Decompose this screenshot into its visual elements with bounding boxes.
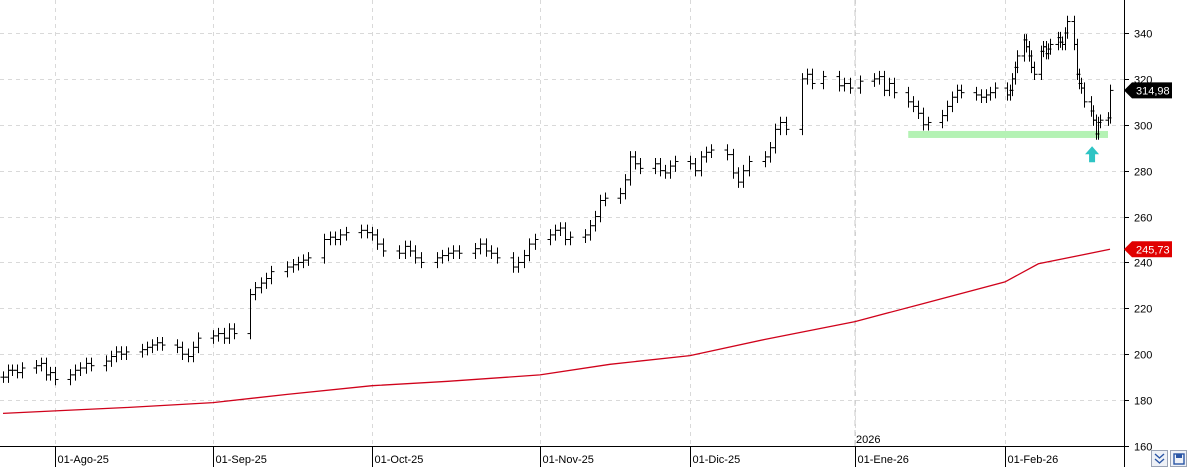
- price-bar: [1081, 82, 1088, 108]
- price-bar: [925, 116, 932, 131]
- price-bar: [783, 116, 790, 136]
- price-bar: [252, 281, 259, 301]
- price-bar: [1107, 84, 1114, 124]
- price-bar: [1064, 15, 1071, 39]
- ma-value-label-text: 245,73: [1136, 244, 1170, 256]
- price-bar: [19, 362, 26, 379]
- y-tick-label: 280: [1134, 167, 1152, 179]
- price-bar: [958, 84, 965, 99]
- price-bar: [567, 231, 574, 246]
- price-bar: [88, 357, 95, 372]
- price-bar: [526, 238, 533, 262]
- price-bars: [0, 15, 1114, 386]
- price-bar: [268, 265, 275, 285]
- y-tick-label: 340: [1134, 29, 1152, 41]
- price-bar: [52, 366, 59, 386]
- price-bar: [488, 245, 495, 260]
- price-bar: [77, 362, 84, 377]
- price-bar: [746, 155, 753, 177]
- ma-line: [2, 248, 1111, 415]
- price-bar: [692, 158, 699, 177]
- last-price-label-box: [1124, 82, 1172, 99]
- price-bar: [159, 337, 166, 351]
- price-bar: [215, 327, 222, 342]
- arrow-shape: [1085, 146, 1100, 163]
- ma-value-label: 245,73: [1124, 241, 1172, 258]
- double-chevron-down-icon[interactable]: [1151, 450, 1168, 467]
- y-tick-label: 300: [1134, 121, 1152, 133]
- price-bar: [847, 77, 854, 94]
- price-bar: [724, 144, 731, 161]
- price-bar: [195, 332, 202, 354]
- price-bar: [305, 252, 312, 266]
- price-bar: [374, 229, 381, 250]
- x-tick-label: 01-Oct-25: [375, 454, 424, 466]
- x-tick-label: 01-Nov-25: [543, 454, 594, 466]
- price-bar: [740, 164, 747, 188]
- x-axis-ticks: 01-Ago-25 01-Sep-25 01-Oct-25 01-Nov-25 01-D…: [55, 446, 1059, 467]
- up-arrow-icon: [1085, 146, 1100, 163]
- price-bar: [992, 82, 999, 99]
- price-bar: [1097, 114, 1104, 129]
- price-bar: [494, 247, 501, 264]
- x-tick-label: 01-Feb-26: [1008, 454, 1059, 466]
- price-bar: [412, 245, 419, 264]
- price-bar: [456, 245, 463, 260]
- y-tick-label: 200: [1134, 350, 1152, 362]
- price-bar: [179, 341, 186, 360]
- x-tick-label: 01-Sep-25: [216, 454, 267, 466]
- support-band: [908, 130, 1108, 138]
- price-bar: [358, 224, 365, 239]
- price-bar: [450, 245, 457, 260]
- price-bar: [1014, 50, 1021, 74]
- y-tick-label: 240: [1134, 258, 1152, 270]
- support-line: [908, 130, 1108, 138]
- last-value-labels: 314,98 245,73: [1124, 82, 1172, 258]
- y-tick-label: 220: [1134, 304, 1152, 316]
- price-bar: [1047, 38, 1054, 55]
- price-bar: [515, 256, 522, 273]
- price-bar: [123, 346, 130, 360]
- price-bar: [820, 70, 827, 90]
- price-bar: [602, 192, 609, 207]
- price-bar: [439, 249, 446, 264]
- price-bar: [1031, 61, 1038, 81]
- y-tick-label: 260: [1134, 213, 1152, 225]
- price-bar: [891, 77, 898, 99]
- price-bar: [343, 226, 350, 241]
- price-bar: [380, 238, 387, 257]
- price-bar: [231, 323, 238, 340]
- price-bar: [809, 68, 816, 90]
- price-bar: [532, 233, 539, 250]
- price-bar: [637, 158, 644, 175]
- last-price-label: 314,98: [1124, 82, 1172, 99]
- ma-value-label-box: [1124, 241, 1172, 258]
- moving-average: [2, 248, 1111, 415]
- price-bar: [708, 144, 715, 159]
- x-tick-label: 01-Ene-26: [858, 454, 909, 466]
- price-bar: [418, 252, 425, 269]
- price-bar: [284, 261, 291, 278]
- price-bar: [477, 238, 484, 255]
- price-bar: [321, 233, 328, 264]
- y-tick-label: 180: [1134, 396, 1152, 408]
- plot-background: [0, 0, 1124, 446]
- last-price-label-text: 314,98: [1136, 85, 1170, 97]
- price-bar: [841, 77, 848, 92]
- price-bar: [777, 116, 784, 136]
- price-bar: [857, 75, 864, 94]
- price-bar: [672, 155, 679, 172]
- save-icon[interactable]: [1170, 450, 1187, 467]
- price-bar: [396, 245, 403, 260]
- price-bar: [337, 229, 344, 246]
- corner-controls: [1151, 450, 1187, 467]
- x-tick-label: 01-Dic-25: [693, 454, 741, 466]
- x-tick-label: 01-Ago-25: [58, 454, 109, 466]
- year-marker: 2026: [856, 434, 880, 446]
- y-tick-label: 160: [1134, 442, 1152, 454]
